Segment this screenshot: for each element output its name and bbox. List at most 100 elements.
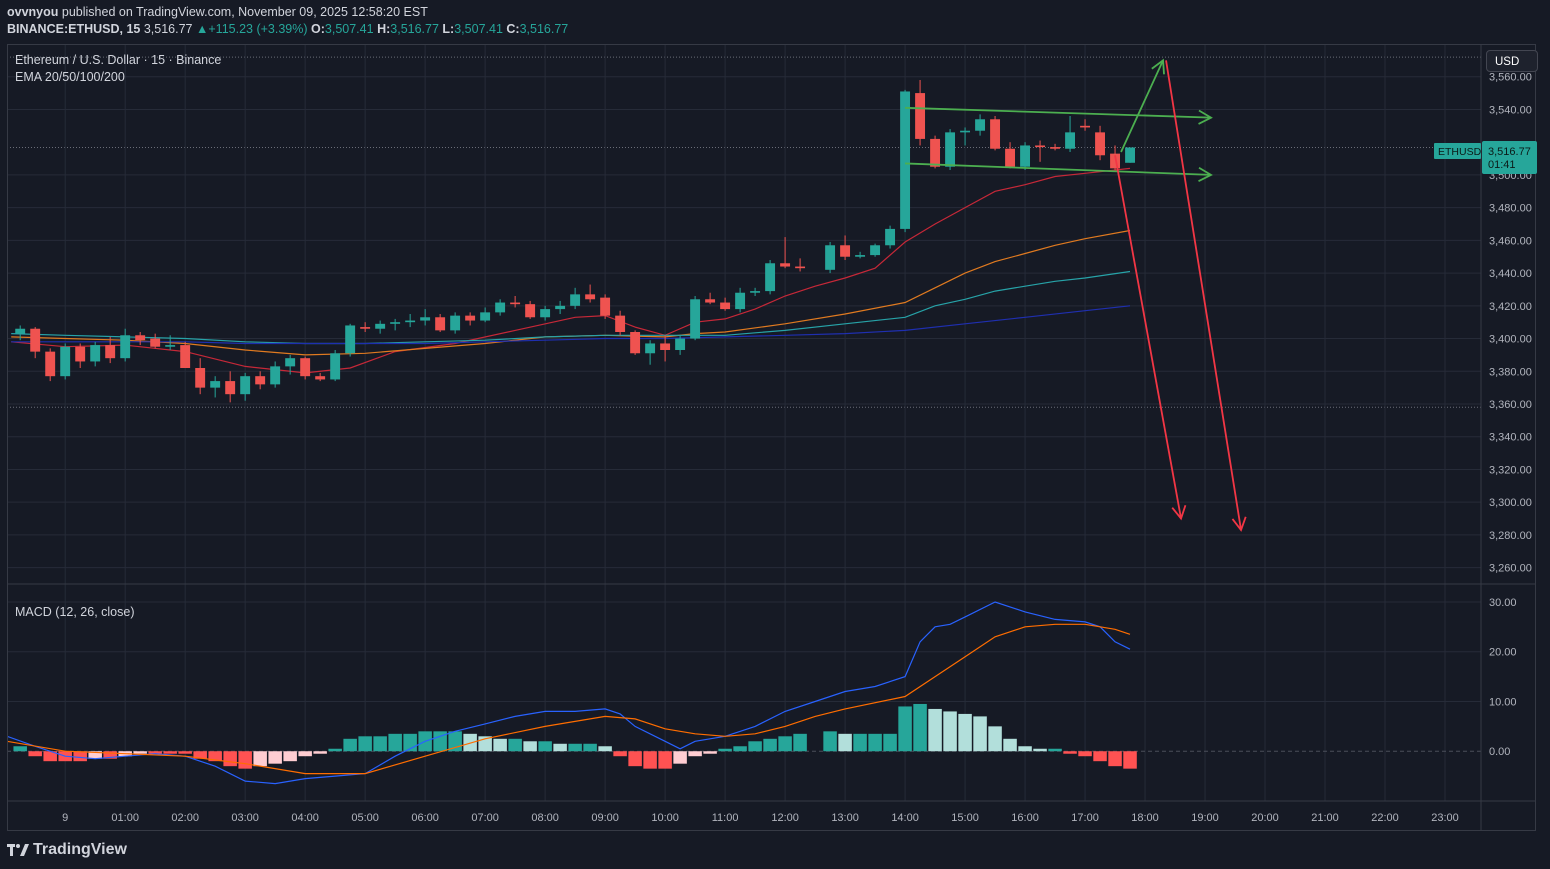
macd-histogram-bar [883,733,897,752]
candle [840,235,851,260]
candle [150,333,161,349]
candle [1065,116,1076,152]
time-tick-label: 21:00 [1311,812,1339,824]
macd-histogram-bar [898,706,912,752]
last-price: 3,516.77 [143,22,193,36]
chart-canvas[interactable]: 3,560.003,540.003,500.003,480.003,460.00… [7,44,1543,834]
macd-histogram-bar [523,741,537,752]
candle [75,343,86,368]
price-tick-label: 3,320.00 [1489,464,1532,476]
symbol-name: BINANCE:ETHUSD, 15 [7,22,141,36]
candle-body [315,376,326,380]
macd-histogram-bar [973,716,987,752]
macd-histogram-bar [988,726,1002,752]
candle [495,299,506,316]
candle-body [900,91,911,229]
candle [135,332,146,346]
macd-histogram-bar [868,733,882,752]
candle [645,340,656,365]
candle [585,284,596,303]
macd-histogram-bar [283,751,297,762]
candle [1035,140,1046,162]
candle [90,341,101,367]
candle [270,361,281,388]
time-tick-label: 09:00 [591,812,619,824]
currency-button[interactable]: USD [1486,50,1538,72]
chart-frame [7,44,1536,831]
candle [630,330,641,355]
candle [285,354,296,375]
open-label: O: [311,22,325,36]
price-tick-label: 3,380.00 [1489,366,1532,378]
candle [750,287,761,296]
breakdown-down-arrow [1114,155,1187,521]
candle [990,116,1001,151]
macd-histogram-bar [328,748,342,752]
candle [240,372,251,401]
breakdown-down-arrow-head [1231,516,1247,532]
tradingview-logo-icon [7,844,29,856]
candle-body [615,315,626,332]
macd-tick-label: 30.00 [1489,597,1517,609]
chart-title: Ethereum / U.S. Dollar · 15 · Binance [15,53,221,67]
channel-arrow [905,162,1213,182]
open-value: 3,507.41 [324,22,374,36]
macd-histogram-bar [673,751,687,764]
price-tag-symbol: ETHUSD [1438,146,1482,158]
macd-histogram-bar [88,751,102,759]
candle [945,129,956,170]
ema-lines [11,167,1131,374]
price-tag-price: 3,516.77 [1488,146,1531,158]
candle-body [585,294,596,300]
candle [105,336,116,364]
breakdown-down-arrow [1165,60,1247,532]
candle-body [690,299,701,339]
candle [180,341,191,368]
annotations [905,58,1247,532]
macd-histogram-bar [598,746,612,752]
ema-legend: EMA 20/50/100/200 [15,70,125,84]
tradingview-logo[interactable]: TradingView [7,841,127,859]
time-tick-label: 08:00 [531,812,559,824]
close-value: 3,516.77 [519,22,569,36]
publish-info: ovvnyou published on TradingView.com, No… [7,5,428,19]
macd-histogram-bar [583,743,597,752]
macd-histogram-bar [1048,748,1062,752]
price-tag-box [1482,141,1537,174]
branding-text: TradingView [33,841,127,858]
candle [1095,125,1106,161]
channel-arrow-shaft [905,162,1212,176]
low-value: 3,507.41 [454,22,503,36]
candle-body [1005,148,1016,167]
macd-histogram-bar [73,751,87,762]
candles [15,80,1135,403]
time-tick-label: 07:00 [471,812,499,824]
macd-histogram-bar [148,751,162,754]
candle [480,307,491,323]
macd-legend: MACD (12, 26, close) [15,605,134,619]
candle-body [390,322,401,324]
candle-body [885,228,896,246]
candle [555,300,566,314]
candle-body [135,335,146,341]
macd-histogram-bar [628,751,642,767]
time-tick-label: 20:00 [1251,812,1279,824]
candle [825,242,836,274]
candle-body [540,309,551,318]
candle [570,287,581,310]
candle [450,312,461,334]
candle-body [225,381,236,395]
macd-histogram-bar [208,751,222,762]
macd-line [7,601,1131,785]
candle [1020,142,1031,170]
candle-body [30,328,41,352]
candle-body [750,291,761,293]
candle-body [270,366,281,385]
time-tick-label: 14:00 [891,812,919,824]
time-tick-label: 15:00 [951,812,979,824]
candle [60,343,71,380]
macd-histogram-bar [238,751,252,769]
candle-body [660,343,671,350]
macd-histogram-bar [913,703,927,752]
author-name[interactable]: ovvnyou [7,5,59,19]
